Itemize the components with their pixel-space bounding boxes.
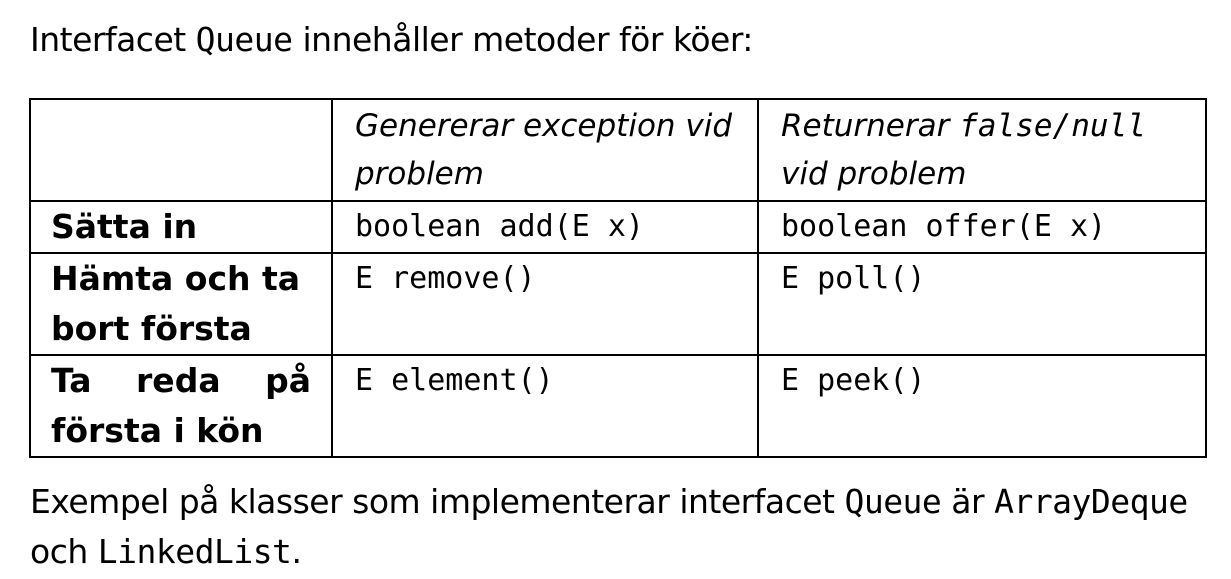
- method-add: boolean add(E x): [331, 200, 759, 254]
- row-label-peek-line1: Ta reda på: [51, 361, 311, 400]
- outro-code-arraydeque: ArrayDeque: [994, 482, 1188, 521]
- intro-text: Interfacet Queue innehåller metoder för …: [30, 20, 753, 60]
- outro-line1-mid: är: [941, 482, 995, 521]
- method-remove: E remove(): [331, 252, 759, 356]
- outro-line2-after: .: [291, 532, 302, 571]
- row-label-remove: Hämta och ta bort första: [29, 252, 333, 356]
- table-row: Hämta och ta bort första E remove() E po…: [29, 252, 1207, 356]
- row-label-insert: Sätta in: [29, 200, 333, 254]
- outro-line2-before: och: [30, 532, 98, 571]
- outro-line-1: Exempel på klasser som implementerar int…: [30, 482, 1188, 522]
- table-row: Ta reda på första i kön E element() E pee…: [29, 354, 1207, 458]
- header-empty-cell: [29, 98, 333, 202]
- method-element: E element(): [331, 354, 759, 458]
- row-label-peek: Ta reda på första i kön: [29, 354, 333, 458]
- outro-line1-before: Exempel på klasser som implementerar int…: [30, 482, 845, 521]
- table-row: Sätta in boolean add(E x) boolean offer(…: [29, 200, 1207, 254]
- intro-text-before: Interfacet: [30, 20, 196, 59]
- outro-line-2: och LinkedList.: [30, 532, 302, 572]
- header-exception: Genererar exception vid problem: [331, 98, 759, 202]
- intro-text-after: innehåller metoder för köer:: [292, 20, 754, 59]
- method-peek: E peek(): [757, 354, 1207, 458]
- header-return-after: vid problem: [781, 156, 967, 192]
- header-return-code: false/null: [959, 108, 1146, 144]
- intro-code-queue: Queue: [195, 20, 293, 59]
- outro-code-linkedlist: LinkedList: [97, 532, 292, 571]
- method-poll: E poll(): [757, 252, 1207, 356]
- outro-code-queue: Queue: [844, 482, 942, 521]
- header-return-before: Returnerar: [781, 108, 960, 144]
- header-return: Returnerar false/null vid problem: [757, 98, 1207, 202]
- table-header-row: Genererar exception vid problem Returner…: [29, 98, 1207, 202]
- method-offer: boolean offer(E x): [757, 200, 1207, 254]
- row-label-peek-line2: första i kön: [51, 411, 264, 450]
- queue-methods-table: Genererar exception vid problem Returner…: [29, 98, 1207, 458]
